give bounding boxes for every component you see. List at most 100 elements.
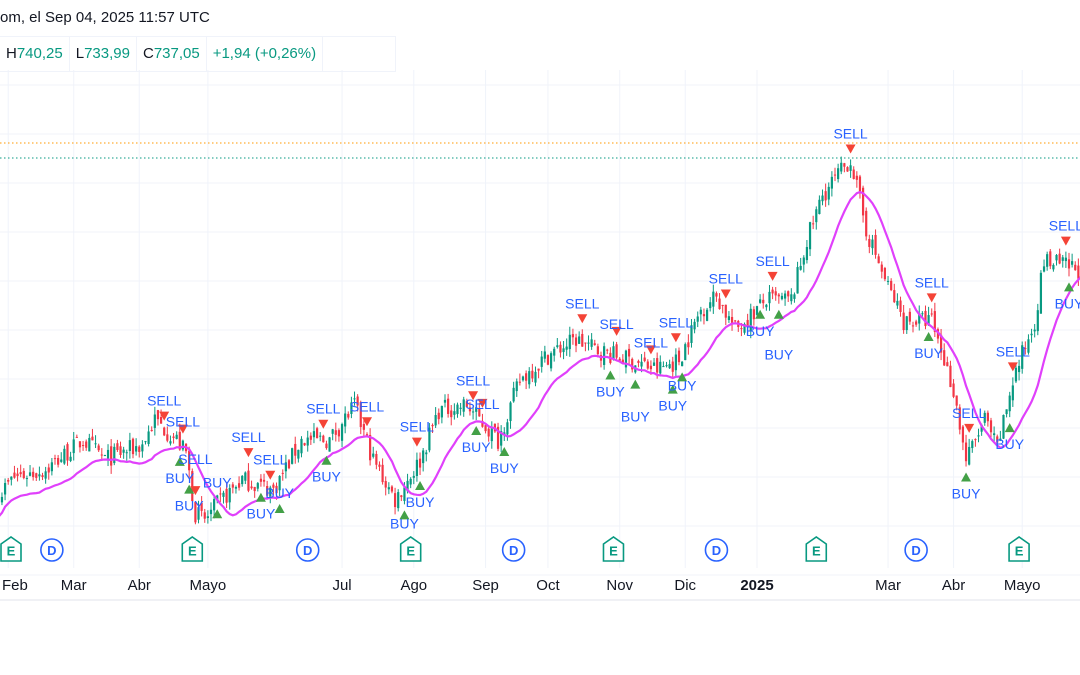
candle (281, 469, 284, 481)
dividend-badge (904, 538, 928, 562)
sell-signal: SELL (952, 405, 986, 433)
candle-body (50, 462, 53, 472)
candle-body (57, 457, 60, 465)
earnings-event-icon[interactable]: E (602, 536, 625, 562)
candle-body (25, 478, 29, 480)
dividend-event-icon[interactable]: D (501, 538, 526, 562)
sell-triangle-icon (318, 419, 329, 429)
candle-body (865, 210, 868, 237)
candle-body (496, 426, 500, 449)
candle (1033, 324, 1036, 338)
buy-label: BUY (668, 377, 697, 393)
candle-body (375, 453, 378, 465)
candle (805, 240, 809, 264)
candle-body (721, 304, 724, 306)
candle-body (125, 452, 128, 454)
dividend-event-icon[interactable]: D (40, 538, 64, 562)
candle-body (1021, 345, 1024, 369)
earnings-event-icon[interactable]: E (181, 536, 204, 562)
dividend-event-icon[interactable]: D (295, 538, 320, 562)
candle-body (266, 486, 269, 496)
candle-body (234, 486, 238, 489)
candle-body (228, 487, 231, 503)
candle (206, 510, 209, 524)
candle-body (403, 487, 406, 501)
earnings-event-icon[interactable]: E (399, 536, 422, 562)
candle (197, 500, 200, 524)
earnings-letter: E (7, 544, 16, 559)
buy-triangle-icon (923, 331, 934, 341)
candle (534, 366, 537, 387)
sell-triangle-icon (468, 391, 479, 401)
candle-body (949, 365, 952, 388)
candle-body (993, 433, 996, 436)
candle-body (590, 339, 593, 347)
candle (537, 368, 540, 379)
candle-body (437, 412, 440, 420)
time-axis-label: Mar (61, 577, 87, 594)
dividend-event-icon[interactable]: D (704, 538, 729, 562)
candle (531, 363, 534, 383)
sell-signal: SELL (456, 372, 490, 401)
candle-body (699, 309, 702, 315)
sell-label: SELL (659, 314, 693, 330)
candle-body (540, 356, 543, 367)
candle-body (512, 387, 515, 402)
candle-body (468, 407, 472, 412)
candle-body (1058, 253, 1061, 264)
candle (1017, 359, 1021, 381)
candle-body (968, 446, 971, 465)
candle (269, 485, 272, 504)
candle (780, 292, 784, 301)
candle-body (656, 358, 659, 373)
dividend-event-icon[interactable]: D (904, 538, 928, 562)
candle-body (581, 333, 584, 347)
candle-body (883, 267, 887, 280)
buy-triangle-icon (499, 446, 510, 456)
candle-body (915, 321, 918, 325)
candle (939, 328, 943, 361)
candle-body (447, 398, 450, 414)
candle-body (484, 425, 487, 432)
candle (159, 409, 163, 424)
sell-triangle-icon (159, 411, 170, 421)
candle (284, 454, 287, 479)
candle-body (393, 493, 397, 508)
earnings-event-icon[interactable]: E (805, 536, 828, 562)
sell-label: SELL (599, 316, 633, 332)
candle-body (509, 402, 512, 422)
sell-triangle-icon (926, 293, 937, 303)
candle (512, 381, 515, 403)
candle-body (312, 431, 316, 438)
candle (418, 452, 422, 476)
candle-body (549, 353, 553, 369)
candle (156, 409, 160, 426)
candle (949, 360, 952, 388)
sell-label: SELL (709, 271, 743, 287)
candle-body (771, 289, 774, 294)
earnings-badge (1008, 536, 1030, 562)
candle-body (724, 304, 727, 318)
candle-body (32, 471, 35, 478)
candle-body (612, 346, 615, 360)
candle-body (163, 427, 166, 436)
sell-triangle-icon (767, 271, 778, 281)
candle (871, 234, 874, 255)
candle-body (528, 371, 531, 385)
candle-body (1061, 257, 1064, 261)
candle (852, 166, 855, 180)
candle (315, 426, 319, 439)
earnings-event-icon[interactable]: E (0, 536, 22, 562)
candle (75, 434, 78, 438)
candle (668, 359, 671, 370)
candle (259, 474, 263, 487)
earnings-event-icon[interactable]: E (1008, 536, 1030, 562)
candle-body (110, 446, 113, 466)
sell-signal: SELL (634, 334, 668, 355)
buy-triangle-icon (174, 456, 185, 466)
sell-triangle-icon (477, 398, 488, 408)
candle-body (709, 302, 712, 309)
candle-body (587, 342, 590, 344)
candle (961, 425, 965, 451)
